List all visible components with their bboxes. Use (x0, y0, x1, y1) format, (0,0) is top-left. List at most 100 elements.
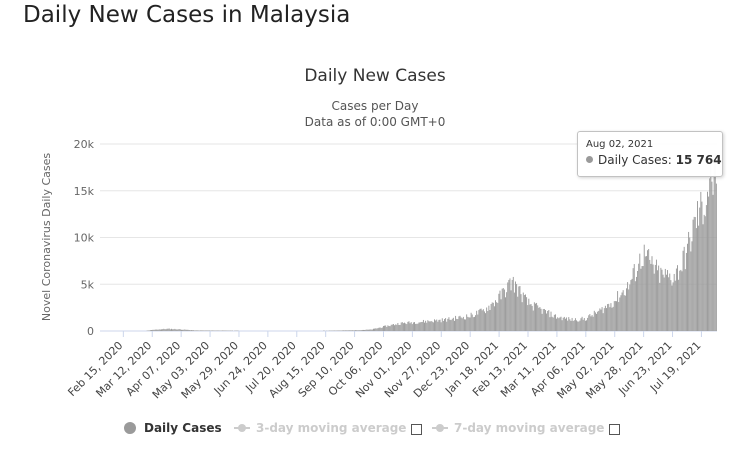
daily-case-bar (183, 330, 184, 331)
legend-item-3-day-average[interactable]: 3-day moving average (234, 416, 406, 440)
daily-case-bar (185, 330, 186, 331)
daily-case-bar (209, 330, 210, 331)
daily-case-bar (377, 328, 378, 331)
daily-case-bar (446, 322, 447, 331)
daily-case-bar (163, 329, 164, 331)
daily-case-bar (561, 317, 562, 331)
daily-case-bar (485, 313, 486, 331)
daily-case-bar (477, 315, 478, 331)
daily-case-bar (583, 320, 584, 331)
daily-case-bar (499, 291, 500, 331)
daily-case-bar (595, 312, 596, 331)
daily-case-bar (602, 307, 603, 331)
daily-case-bar (442, 318, 443, 331)
daily-case-bar (346, 330, 347, 331)
daily-case-bar (204, 330, 205, 331)
daily-case-bar (464, 319, 465, 331)
daily-case-bar (532, 306, 533, 331)
daily-case-bar (617, 291, 618, 331)
checkbox-3-day-average[interactable] (411, 424, 422, 435)
daily-case-bar (441, 322, 442, 331)
daily-case-bar (624, 295, 625, 331)
daily-case-bar (203, 330, 204, 331)
daily-case-bar (392, 325, 393, 331)
daily-case-bar (542, 314, 543, 331)
daily-case-bar (582, 317, 583, 331)
daily-case-bar (364, 330, 365, 331)
daily-case-bar (592, 315, 593, 331)
daily-case-bar (659, 283, 660, 331)
daily-case-bar (201, 330, 202, 331)
daily-case-bar (698, 226, 699, 331)
daily-case-bar (487, 311, 488, 331)
daily-case-bar (695, 217, 696, 331)
daily-case-bar (337, 330, 338, 331)
daily-case-bar (523, 293, 524, 331)
daily-case-bar (178, 329, 179, 331)
daily-case-bar (529, 305, 530, 331)
daily-case-bar (468, 317, 469, 331)
tooltip-value: 15 764 (676, 153, 722, 167)
legend-item-7-day-average[interactable]: 7-day moving average (432, 416, 604, 440)
daily-case-bar (355, 330, 356, 331)
daily-case-bar (639, 254, 640, 331)
tooltip-series-name: Daily Cases (598, 153, 668, 167)
daily-case-bar (352, 330, 353, 331)
daily-case-bar (374, 329, 375, 331)
daily-case-bar (553, 318, 554, 331)
tooltip-date: Aug 02, 2021 (586, 139, 714, 150)
daily-case-bar (584, 318, 585, 331)
daily-case-bar (357, 330, 358, 331)
daily-case-bar (714, 160, 715, 331)
daily-case-bar (558, 318, 559, 331)
daily-case-bar (526, 297, 527, 331)
daily-case-bar (616, 301, 617, 331)
daily-case-bar (497, 303, 498, 331)
daily-case-bar (450, 320, 451, 331)
y-tick-label: 20k (74, 138, 95, 151)
daily-case-bar (412, 324, 413, 331)
legend-label-daily-cases: Daily Cases (144, 421, 222, 435)
daily-case-bar (578, 322, 579, 331)
daily-case-bar (705, 216, 706, 331)
daily-case-bar (635, 281, 636, 331)
daily-case-bar (647, 250, 648, 331)
daily-case-bar (590, 316, 591, 331)
daily-case-bar (707, 192, 708, 331)
daily-case-bar (162, 329, 163, 331)
daily-case-bar (708, 197, 709, 331)
daily-case-bar (706, 205, 707, 331)
daily-case-bar (689, 238, 690, 331)
daily-case-bar (339, 330, 340, 331)
daily-case-bar (351, 330, 352, 331)
daily-case-bar (431, 321, 432, 331)
daily-case-bar (690, 251, 691, 331)
checkbox-7-day-average[interactable] (609, 424, 620, 435)
y-axis-title: Novel Coronavirus Daily Cases (40, 153, 53, 321)
daily-case-bar (350, 330, 351, 331)
daily-case-bar (554, 315, 555, 331)
daily-case-bar (471, 313, 472, 331)
daily-case-bar (612, 308, 613, 331)
daily-case-bar (149, 330, 150, 331)
daily-case-bar (404, 323, 405, 331)
daily-case-bar (451, 320, 452, 331)
daily-case-bar (394, 325, 395, 331)
daily-case-bar (581, 318, 582, 331)
daily-case-bar (353, 330, 354, 331)
daily-case-bar (340, 330, 341, 331)
daily-case-bar (406, 324, 407, 331)
daily-case-bar (175, 329, 176, 331)
daily-case-bar (670, 280, 671, 331)
daily-case-bar (643, 266, 644, 331)
daily-case-bar (381, 328, 382, 331)
legend-item-daily-cases[interactable]: Daily Cases (124, 416, 222, 440)
daily-case-bar (666, 275, 667, 331)
daily-case-bar (384, 326, 385, 331)
daily-case-bar (494, 306, 495, 331)
daily-case-bar (694, 217, 695, 331)
daily-case-bar (709, 178, 710, 331)
daily-case-bar (417, 324, 418, 331)
daily-case-bar (524, 295, 525, 331)
